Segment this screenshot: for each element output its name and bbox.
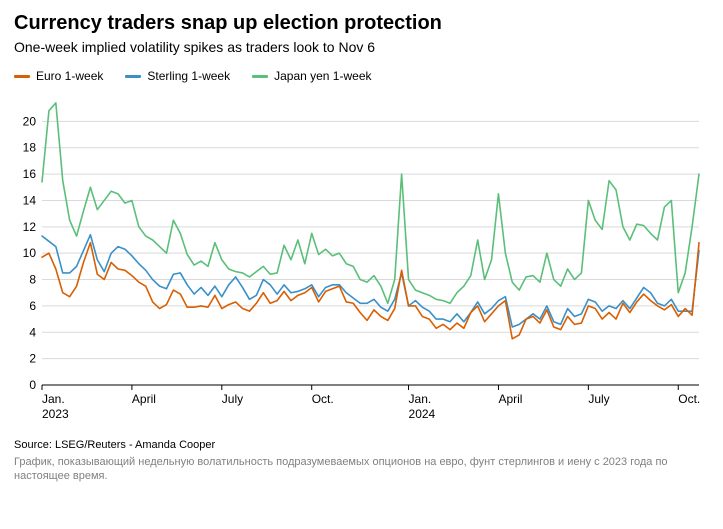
chart-area: 02468101214161820Jan.2023AprilJulyOct.Ja… bbox=[14, 89, 709, 429]
svg-text:18: 18 bbox=[23, 141, 37, 155]
svg-text:14: 14 bbox=[23, 193, 37, 207]
svg-text:Jan.: Jan. bbox=[42, 392, 65, 406]
svg-text:2024: 2024 bbox=[409, 407, 436, 421]
svg-text:Jan.: Jan. bbox=[409, 392, 432, 406]
chart-svg: 02468101214161820Jan.2023AprilJulyOct.Ja… bbox=[14, 89, 709, 429]
svg-text:10: 10 bbox=[23, 246, 37, 260]
svg-text:8: 8 bbox=[29, 273, 36, 287]
legend-item-yen: Japan yen 1-week bbox=[252, 69, 371, 83]
svg-text:6: 6 bbox=[29, 299, 36, 313]
legend-label: Euro 1-week bbox=[36, 69, 103, 83]
svg-text:April: April bbox=[132, 392, 156, 406]
chart-title: Currency traders snap up election protec… bbox=[14, 12, 709, 35]
svg-text:April: April bbox=[498, 392, 522, 406]
legend-swatch bbox=[125, 75, 141, 78]
legend-swatch bbox=[252, 75, 268, 78]
legend-item-euro: Euro 1-week bbox=[14, 69, 103, 83]
legend-item-sterling: Sterling 1-week bbox=[125, 69, 230, 83]
svg-text:July: July bbox=[588, 392, 609, 406]
svg-text:4: 4 bbox=[29, 325, 36, 339]
legend: Euro 1-week Sterling 1-week Japan yen 1-… bbox=[14, 69, 709, 83]
source-line: Source: LSEG/Reuters - Amanda Cooper bbox=[14, 439, 709, 451]
legend-label: Sterling 1-week bbox=[147, 69, 230, 83]
svg-text:12: 12 bbox=[23, 220, 37, 234]
svg-text:July: July bbox=[222, 392, 243, 406]
chart-subtitle: One-week implied volatility spikes as tr… bbox=[14, 39, 709, 55]
legend-label: Japan yen 1-week bbox=[274, 69, 371, 83]
svg-text:0: 0 bbox=[29, 378, 36, 392]
legend-swatch bbox=[14, 75, 30, 78]
svg-text:16: 16 bbox=[23, 167, 37, 181]
svg-text:Oct.: Oct. bbox=[312, 392, 334, 406]
svg-text:20: 20 bbox=[23, 114, 37, 128]
svg-text:2023: 2023 bbox=[42, 407, 69, 421]
svg-text:Oct.: Oct. bbox=[678, 392, 700, 406]
caption-line: График, показывающий недельную волатильн… bbox=[14, 455, 709, 484]
svg-text:2: 2 bbox=[29, 352, 36, 366]
